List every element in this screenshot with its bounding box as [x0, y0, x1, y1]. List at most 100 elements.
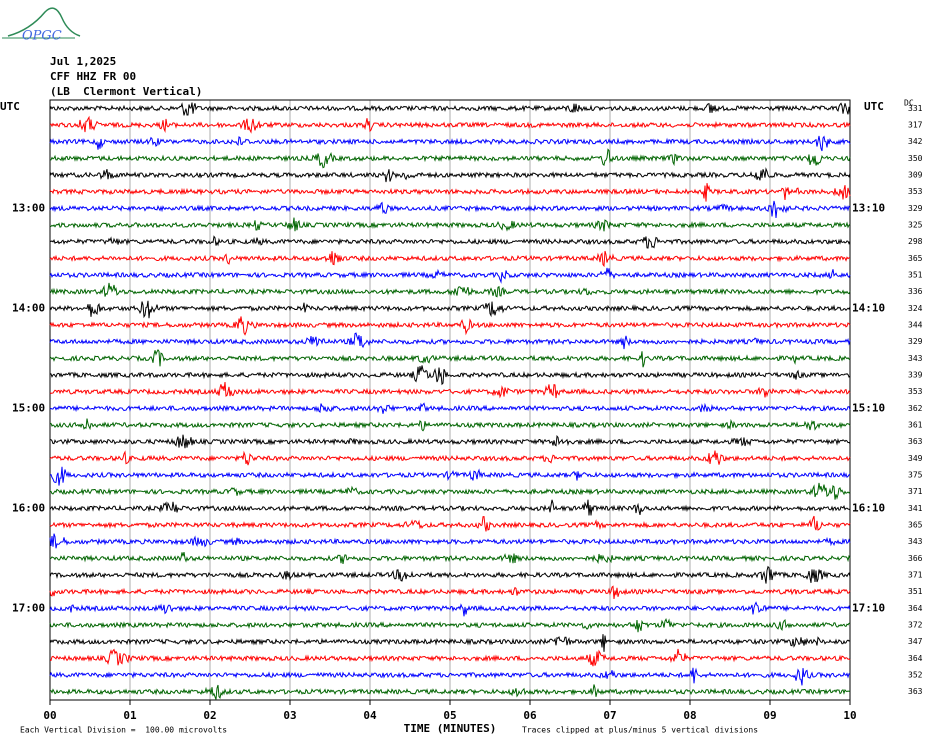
dc-value: 331: [908, 104, 923, 113]
right-time-label: 15:10: [852, 401, 885, 414]
trace: [49, 499, 851, 516]
dc-value: 365: [908, 254, 923, 263]
trace: [49, 235, 851, 249]
trace: [49, 381, 851, 399]
right-time-label: 16:10: [852, 501, 885, 514]
dc-value: 353: [908, 187, 923, 196]
dc-value: 351: [908, 271, 923, 280]
dc-value: 344: [908, 321, 923, 330]
trace: [49, 634, 851, 652]
trace: [49, 418, 851, 432]
x-axis-label: TIME (MINUTES): [404, 722, 497, 735]
trace: [50, 684, 851, 700]
trace: [49, 250, 851, 268]
trace: [49, 585, 851, 600]
right-time-label: 14:10: [852, 301, 885, 314]
x-tick-label: 00: [43, 709, 56, 722]
dc-value: 375: [908, 471, 923, 480]
trace: [49, 183, 851, 202]
dc-value: 309: [908, 171, 923, 180]
logo: OPGC: [22, 29, 62, 44]
trace: [49, 618, 851, 633]
trace: [49, 515, 851, 532]
dc-value: 350: [908, 154, 923, 163]
trace: [49, 565, 851, 584]
dc-value: 363: [908, 687, 923, 696]
trace: [49, 466, 851, 486]
trace: [49, 551, 851, 565]
trace: [49, 365, 851, 386]
dc-value: 371: [908, 571, 923, 580]
scale-note: Each Vertical Division = 100.00 microvol…: [20, 726, 227, 735]
dc-value: 342: [908, 137, 923, 146]
dc-value: 347: [908, 637, 923, 646]
dc-value: 363: [908, 437, 923, 446]
dc-value: 372: [908, 621, 923, 630]
left-axis-label: UTC: [0, 100, 20, 113]
dc-label: DC: [904, 99, 914, 108]
dc-value: 362: [908, 404, 923, 413]
trace: [49, 102, 851, 116]
left-time-label: 14:00: [12, 301, 45, 314]
x-tick-label: 07: [603, 709, 616, 722]
dc-value: 339: [908, 371, 923, 380]
trace: [49, 300, 851, 319]
left-time-label: 13:00: [12, 201, 45, 214]
x-tick-label: 08: [683, 709, 696, 722]
trace: [49, 332, 851, 350]
dc-value: 365: [908, 521, 923, 530]
dc-value: 325: [908, 221, 923, 230]
trace: [49, 282, 851, 298]
trace: [49, 217, 851, 232]
right-axis-label: UTC: [864, 100, 884, 113]
x-tick-label: 09: [763, 709, 776, 722]
dc-value: 343: [908, 537, 923, 546]
dc-value: 298: [908, 237, 923, 246]
trace: [49, 316, 851, 336]
trace: [49, 402, 851, 414]
trace: [49, 167, 851, 183]
trace: [49, 434, 851, 449]
x-tick-label: 04: [363, 709, 377, 722]
trace: [49, 348, 851, 368]
dc-value: 371: [908, 487, 923, 496]
trace: [49, 533, 851, 549]
trace: [49, 148, 851, 169]
left-time-label: 17:00: [12, 601, 45, 614]
dc-value: 349: [908, 454, 923, 463]
trace: [49, 450, 851, 466]
dc-value: 364: [908, 654, 923, 663]
dc-value: 361: [908, 421, 923, 430]
x-tick-label: 06: [523, 709, 537, 722]
x-tick-label: 02: [203, 709, 216, 722]
trace: [49, 267, 851, 284]
plot-frame: [49, 99, 851, 701]
logo-arc: [7, 7, 81, 37]
dc-value: 329: [908, 337, 923, 346]
trace: [49, 115, 851, 134]
date: Jul 1,2025: [50, 55, 116, 68]
station: CFF HHZ FR 00: [50, 70, 136, 83]
clip-note: Traces clipped at plus/minus 5 vertical …: [522, 726, 758, 735]
trace: [49, 601, 851, 617]
trace: [49, 482, 851, 500]
dc-value: 352: [908, 671, 923, 680]
dc-value: 343: [908, 354, 923, 363]
trace: [49, 667, 851, 686]
location: (LB Clermont Vertical): [50, 85, 202, 98]
dc-value: 317: [908, 121, 923, 130]
dc-value: 336: [908, 287, 923, 296]
x-tick-label: 10: [843, 709, 856, 722]
dc-value: 324: [908, 304, 923, 313]
dc-value: 329: [908, 204, 923, 213]
dc-value: 351: [908, 587, 923, 596]
right-time-label: 13:10: [852, 201, 885, 214]
left-time-label: 16:00: [12, 501, 45, 514]
right-time-label: 17:10: [852, 601, 885, 614]
dc-value: 366: [908, 554, 923, 563]
dc-value: 341: [908, 504, 923, 513]
dc-value: 364: [908, 604, 923, 613]
dc-value: 353: [908, 387, 923, 396]
trace: [49, 648, 851, 667]
